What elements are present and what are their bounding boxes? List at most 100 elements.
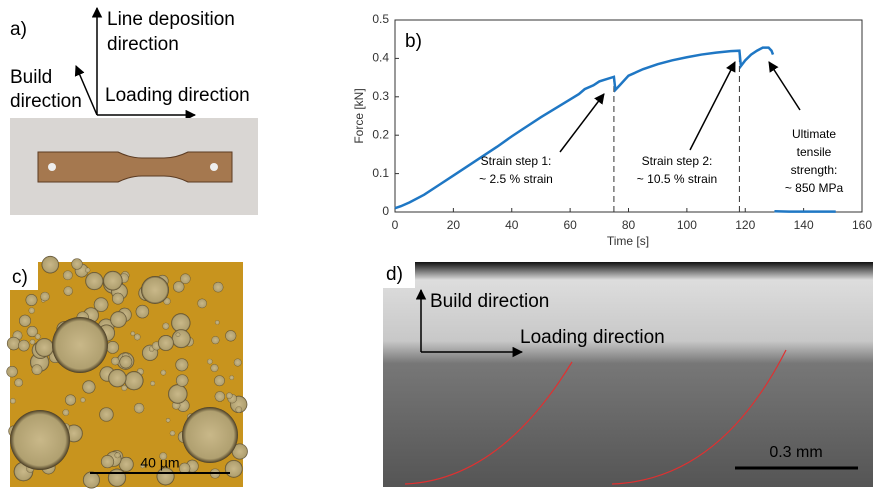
grain: [162, 323, 169, 330]
grain: [110, 311, 127, 328]
grain: [134, 403, 144, 413]
panel-label: a): [10, 19, 27, 40]
y-tick-label: 0.5: [372, 12, 389, 26]
grain: [211, 336, 219, 344]
direction-label: direction: [10, 91, 82, 112]
grain: [7, 337, 20, 350]
grain: [161, 370, 166, 375]
annotation: ~ 850 MPa: [785, 181, 844, 195]
grain: [40, 292, 49, 301]
hole: [210, 163, 218, 171]
grain: [124, 371, 143, 390]
grain: [80, 398, 85, 403]
x-tick-label: 100: [677, 218, 697, 232]
grain: [101, 455, 114, 468]
grain: [213, 282, 223, 292]
grain: [175, 358, 188, 371]
grain: [176, 332, 180, 336]
grain: [82, 380, 95, 393]
grain: [166, 418, 170, 422]
panel-b: b) Time [s] Force [kN] 02040608010012014…: [352, 12, 872, 248]
x-tick-label: 80: [622, 218, 636, 232]
grain: [112, 293, 124, 305]
scale-label: 40 µm: [140, 455, 179, 471]
grain: [170, 431, 175, 436]
direction-label: Line deposition: [107, 9, 235, 30]
grain: [136, 305, 149, 318]
grain: [225, 460, 243, 478]
grain: [115, 452, 121, 458]
grain: [42, 256, 59, 273]
grain: [180, 274, 190, 284]
annotation: tensile: [797, 145, 832, 159]
panel-d: d) Build direction Loading direction 0.3…: [383, 262, 873, 487]
grain: [106, 341, 119, 354]
grain: [111, 357, 119, 365]
y-axis-label: Force [kN]: [352, 88, 366, 143]
grain: [6, 366, 17, 377]
grain: [226, 392, 232, 398]
annotation: Strain step 1:: [481, 154, 552, 168]
annotation: ~ 2.5 % strain: [479, 172, 553, 186]
grain: [18, 340, 29, 351]
panel-label: d): [386, 264, 403, 285]
grain: [197, 299, 207, 309]
grain: [65, 395, 76, 406]
direction-label: Loading direction: [520, 327, 665, 348]
grain: [83, 471, 100, 488]
grain: [172, 329, 191, 348]
direction-label: Loading direction: [105, 85, 250, 106]
grain: [158, 335, 174, 351]
grain: [32, 364, 43, 375]
y-tick-label: 0.4: [372, 51, 389, 65]
panel-a: a) Line deposition direction Build direc…: [10, 8, 258, 215]
grain: [141, 276, 169, 304]
grain: [108, 369, 126, 387]
grain: [26, 294, 38, 306]
grain: [30, 339, 35, 344]
panel-label: b): [405, 31, 422, 52]
scale-label: 0.3 mm: [769, 444, 822, 461]
grain: [10, 410, 70, 470]
grain: [35, 338, 54, 357]
grain: [119, 356, 132, 369]
grain: [29, 307, 35, 313]
grain: [234, 359, 242, 367]
x-tick-label: 140: [794, 218, 814, 232]
grain: [63, 409, 70, 416]
grain: [52, 317, 108, 373]
annotation: Strain step 2:: [642, 154, 713, 168]
x-tick-label: 0: [392, 218, 399, 232]
figure: a) Line deposition direction Build direc…: [0, 0, 873, 490]
grain: [103, 271, 123, 291]
grain: [19, 315, 31, 327]
x-axis-label: Time [s]: [607, 234, 649, 248]
grain: [207, 359, 212, 364]
grain: [168, 384, 187, 403]
grain: [63, 270, 73, 280]
panel-c: [6, 256, 247, 489]
grain: [225, 330, 236, 341]
grain: [150, 381, 155, 386]
y-tick-label: 0.3: [372, 89, 389, 103]
annotation: ~ 10.5 % strain: [637, 172, 717, 186]
annotation: strength:: [791, 163, 838, 177]
annotation: Ultimate: [792, 127, 836, 141]
panel-label: c): [12, 267, 28, 288]
direction-label: Build: [10, 67, 52, 88]
grain: [236, 406, 242, 412]
direction-label: Build direction: [430, 291, 549, 312]
x-tick-label: 60: [563, 218, 577, 232]
grain: [10, 398, 16, 404]
x-tick-label: 20: [447, 218, 461, 232]
grain: [182, 407, 238, 463]
grain: [215, 391, 225, 401]
y-tick-label: 0.2: [372, 127, 389, 141]
grain: [64, 286, 73, 295]
hole: [48, 163, 56, 171]
grain: [211, 364, 219, 372]
grain: [85, 272, 103, 290]
grain: [229, 375, 234, 380]
direction-label: direction: [107, 34, 179, 55]
grain: [176, 374, 188, 386]
